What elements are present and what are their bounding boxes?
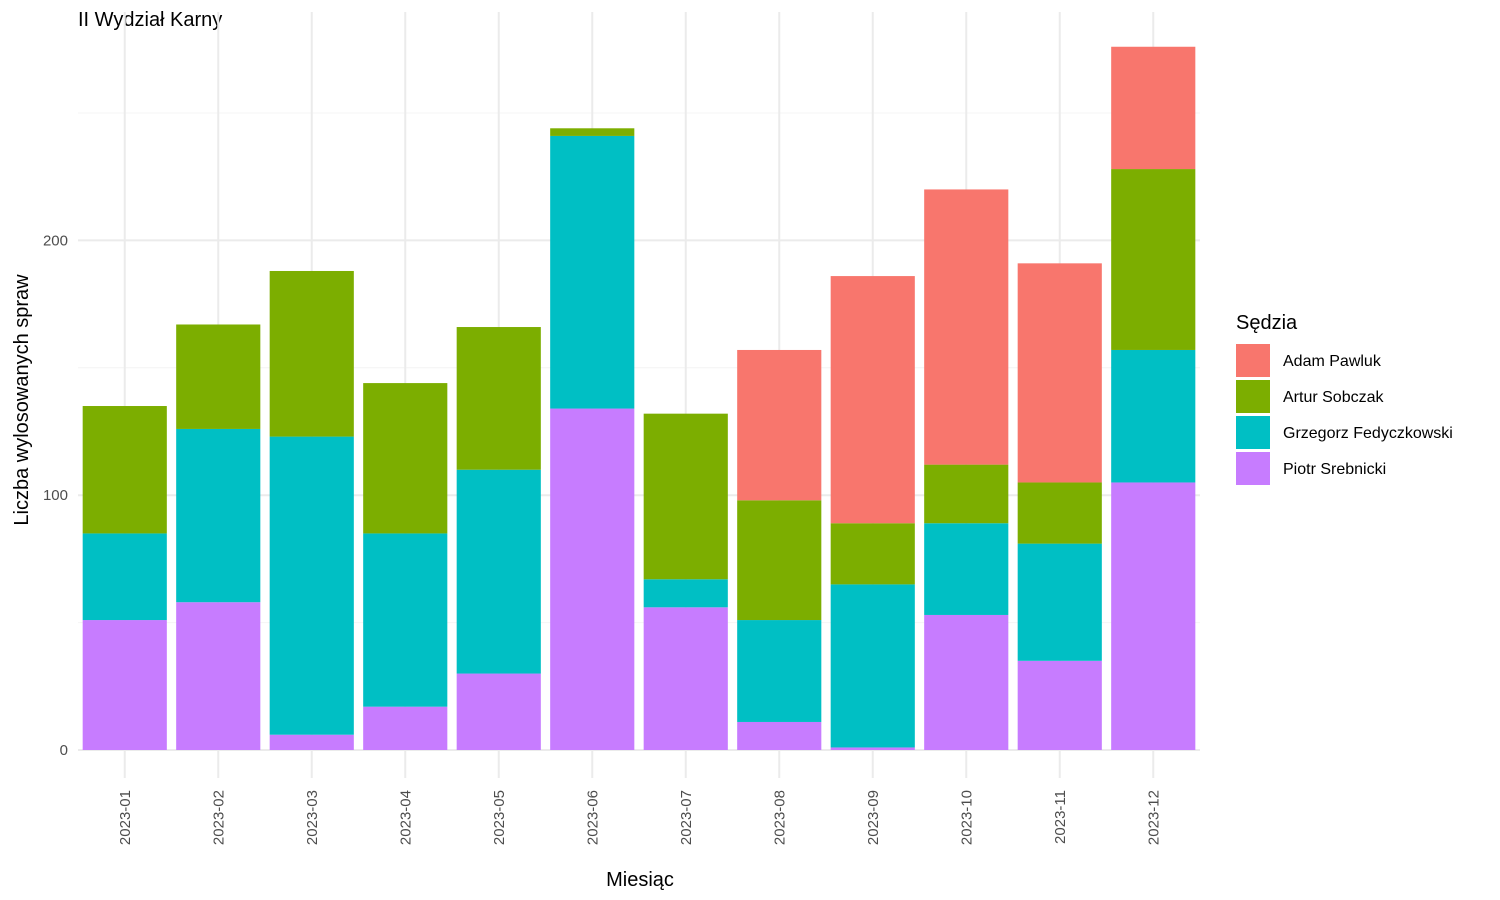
x-tick-label-2023-06: 2023-06 [584,790,601,845]
bar-2023-12-artur-sobczak [1111,169,1196,350]
x-axis-ticks: 2023-01 2023-02 2023-03 2023-04 2023-05 2023-… [117,790,1163,845]
bar-2023-03-artur-sobczak [269,270,354,437]
bar-2023-07-artur-sobczak [643,413,728,580]
bar-2023-09-artur-sobczak [830,523,915,585]
bar-2023-07-piotr-srebnicki [643,607,728,750]
y-tick-label-100: 100 [43,487,68,504]
x-axis-title: Miesiąc [606,869,674,891]
bar-2023-06-artur-sobczak [550,128,635,136]
bar-2023-02-artur-sobczak [176,324,261,429]
legend-key-adam-pawluk [1236,344,1270,377]
legend: Sędzia Adam Pawluk Artur Sobczak Grzegorz … [1236,312,1453,485]
x-tick-label-2023-04: 2023-04 [397,790,414,845]
bar-2023-11-adam-pawluk [1017,263,1102,483]
legend-title: Sędzia [1236,312,1298,334]
bar-2023-11-piotr-srebnicki [1017,660,1102,750]
bar-2023-05-piotr-srebnicki [456,673,541,750]
x-tick-label-2023-11: 2023-11 [1052,790,1069,844]
legend-key-piotr-srebnicki [1236,452,1270,485]
legend-label-adam-pawluk: Adam Pawluk [1283,353,1382,370]
bar-2023-02-grzegorz-fedyczkowski [176,428,261,603]
bar-2023-12-piotr-srebnicki [1111,482,1196,750]
bar-2023-06-grzegorz-fedyczkowski [550,135,635,409]
bar-2023-09-piotr-srebnicki [830,747,915,750]
x-tick-label-2023-02: 2023-02 [210,790,227,845]
y-tick-label-200: 200 [43,232,68,249]
bar-2023-04-piotr-srebnicki [363,706,448,750]
y-axis-ticks: 0 100 200 [43,232,68,759]
x-tick-label-2023-05: 2023-05 [491,790,508,845]
bar-2023-12-adam-pawluk [1111,46,1196,170]
y-axis-title: Liczba wylosowanych spraw [11,274,33,526]
bar-2023-12-grzegorz-fedyczkowski [1111,349,1196,483]
bar-2023-09-adam-pawluk [830,276,915,524]
x-tick-label-2023-03: 2023-03 [304,790,321,845]
bar-2023-01-grzegorz-fedyczkowski [82,533,167,621]
chart-title: II Wydział Karny [78,9,222,31]
bar-2023-04-grzegorz-fedyczkowski [363,533,448,707]
bar-2023-07-grzegorz-fedyczkowski [643,579,728,608]
bar-2023-06-piotr-srebnicki [550,408,635,750]
x-tick-label-2023-08: 2023-08 [771,790,788,845]
bar-2023-04-artur-sobczak [363,383,448,534]
bar-2023-01-artur-sobczak [82,406,167,534]
bar-2023-10-piotr-srebnicki [924,614,1009,750]
bar-2023-05-grzegorz-fedyczkowski [456,469,541,674]
bar-2023-10-grzegorz-fedyczkowski [924,523,1009,615]
legend-label-grzegorz-fedyczkowski: Grzegorz Fedyczkowski [1283,425,1453,442]
legend-label-artur-sobczak: Artur Sobczak [1283,389,1384,406]
x-tick-label-2023-07: 2023-07 [678,790,695,845]
bar-2023-01-piotr-srebnicki [82,620,167,750]
legend-key-artur-sobczak [1236,380,1270,413]
bar-2023-10-adam-pawluk [924,189,1009,465]
x-tick-label-2023-01: 2023-01 [117,790,134,845]
bar-2023-10-artur-sobczak [924,464,1009,524]
bar-2023-11-grzegorz-fedyczkowski [1017,543,1102,661]
y-tick-label-0: 0 [60,742,68,759]
bar-2023-08-artur-sobczak [737,500,822,621]
bar-2023-03-grzegorz-fedyczkowski [269,436,354,735]
legend-label-piotr-srebnicki: Piotr Srebnicki [1283,461,1386,478]
bar-2023-08-adam-pawluk [737,349,822,501]
bar-2023-11-artur-sobczak [1017,482,1102,544]
x-tick-label-2023-12: 2023-12 [1145,790,1162,845]
bar-2023-09-grzegorz-fedyczkowski [830,584,915,748]
bars [82,46,1196,750]
x-tick-label-2023-09: 2023-09 [865,790,882,845]
x-tick-label-2023-10: 2023-10 [958,790,975,845]
legend-key-grzegorz-fedyczkowski [1236,416,1270,449]
bar-2023-03-piotr-srebnicki [269,734,354,750]
bar-2023-02-piotr-srebnicki [176,602,261,750]
bar-2023-08-piotr-srebnicki [737,721,822,750]
bar-2023-05-artur-sobczak [456,327,541,470]
bar-2023-08-grzegorz-fedyczkowski [737,620,822,722]
